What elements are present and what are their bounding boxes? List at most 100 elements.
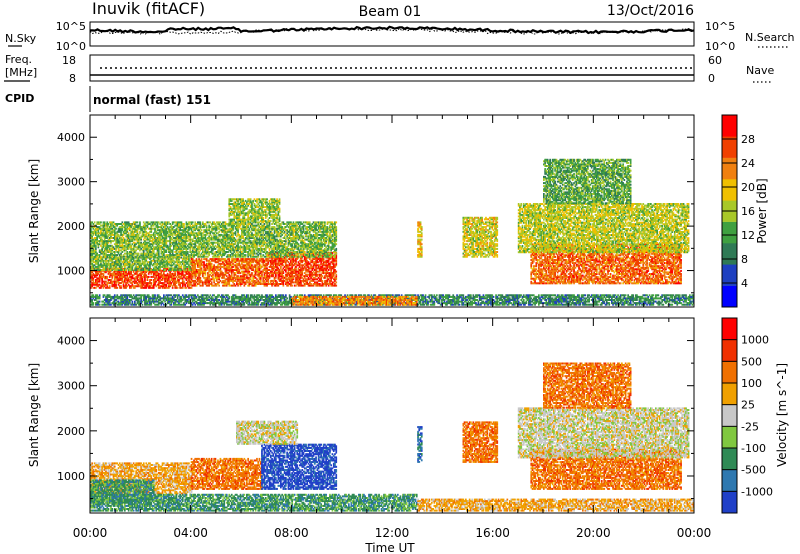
echo-cell — [306, 275, 309, 278]
echo-cell — [130, 265, 132, 268]
echo-cell — [194, 265, 197, 268]
beam-title: Beam 01 — [359, 4, 422, 20]
echo-cell — [125, 272, 127, 275]
echo-cell — [321, 258, 324, 261]
echo-cell — [140, 286, 142, 289]
echo-cell — [154, 283, 156, 286]
echo-cell — [215, 258, 218, 261]
echo-cell — [317, 284, 320, 287]
echo-cell — [184, 264, 187, 267]
echo-cell — [230, 272, 233, 275]
echo-cell — [159, 261, 161, 264]
echo-cell — [116, 286, 119, 289]
echo-cell — [307, 273, 310, 276]
echo-cell — [248, 265, 251, 268]
echo-cell — [150, 286, 153, 289]
echo-cell — [276, 283, 278, 285]
echo-cell — [137, 279, 140, 281]
echo-cell — [112, 274, 115, 277]
echo-cell — [132, 264, 135, 267]
echo-cell — [275, 262, 277, 265]
echo-cell — [277, 284, 280, 287]
echo-cell — [267, 259, 270, 262]
echo-cell — [309, 283, 311, 285]
echo-cell — [258, 258, 261, 261]
echo-cell — [198, 259, 200, 262]
echo-cell — [327, 283, 330, 285]
echo-cell — [139, 221, 141, 224]
echo-cell — [173, 279, 175, 281]
echo-cell — [145, 267, 148, 270]
echo-cell — [330, 276, 332, 279]
echo-cell — [325, 281, 327, 284]
echo-cell — [117, 277, 120, 280]
echo-cell — [149, 271, 151, 274]
echo-cell — [281, 276, 283, 279]
echo-cell — [170, 261, 173, 264]
echo-cell — [249, 265, 252, 268]
echo-cell — [154, 262, 156, 265]
echo-cell — [321, 269, 324, 271]
echo-cell — [296, 281, 299, 284]
echo-cell — [286, 264, 288, 267]
echo-cell — [310, 276, 312, 279]
echo-cell — [194, 267, 197, 270]
echo-cell — [254, 279, 257, 282]
echo-cell — [164, 280, 166, 283]
echo-cell — [283, 259, 286, 262]
echo-cell — [233, 279, 236, 282]
echo-cell — [227, 261, 229, 264]
echo-cell — [266, 272, 268, 275]
echo-cell — [300, 261, 302, 264]
echo-cell — [146, 275, 149, 278]
echo-cell — [225, 275, 228, 278]
echo-cell — [161, 264, 164, 267]
echo-cell — [228, 278, 231, 281]
echo-cell — [302, 269, 305, 271]
echo-cell — [229, 261, 232, 264]
echo-cell — [315, 283, 317, 285]
echo-cell — [243, 283, 246, 285]
echo-cell — [242, 261, 244, 264]
echo-cell — [298, 272, 301, 275]
echo-cell — [219, 262, 222, 265]
echo-cell — [93, 255, 96, 258]
echo-cell — [149, 282, 151, 285]
echo-cell — [283, 265, 286, 268]
echo-cell — [266, 283, 268, 285]
echo-cell — [321, 255, 324, 257]
echo-cell — [127, 277, 130, 280]
echo-cell — [217, 281, 219, 284]
echo-cell — [276, 269, 278, 271]
echo-cell — [188, 264, 190, 267]
echo-cell — [271, 270, 273, 273]
echo-cell — [112, 264, 115, 267]
echo-cell — [210, 264, 213, 267]
echo-cell — [126, 261, 129, 264]
echo-cell — [248, 259, 251, 262]
echo-cell — [101, 269, 103, 271]
echo-cell — [257, 267, 260, 270]
echo-cell — [191, 265, 194, 268]
echo-cell — [320, 258, 322, 261]
echo-cell — [170, 267, 173, 270]
echo-cell — [230, 267, 233, 270]
echo-cell — [319, 273, 321, 276]
freq-panel: Freq. [MHz] 18 8 60 0 Nave — [4, 53, 774, 85]
echo-cell — [184, 274, 187, 277]
echo-cell — [122, 282, 125, 285]
echo-cell — [124, 279, 126, 281]
echo-cell — [179, 275, 181, 278]
echo-cell — [243, 264, 246, 267]
echo-cell — [103, 262, 106, 265]
echo-cell — [122, 272, 125, 275]
echo-cell — [135, 261, 137, 264]
echo-cell — [215, 265, 218, 268]
echo-cell — [271, 272, 273, 275]
echo-cell — [249, 267, 252, 270]
echo-cell — [238, 279, 241, 282]
echo-cell — [329, 279, 331, 282]
echo-cell — [267, 281, 270, 284]
echo-cell — [266, 262, 268, 265]
echo-cell — [100, 255, 102, 258]
